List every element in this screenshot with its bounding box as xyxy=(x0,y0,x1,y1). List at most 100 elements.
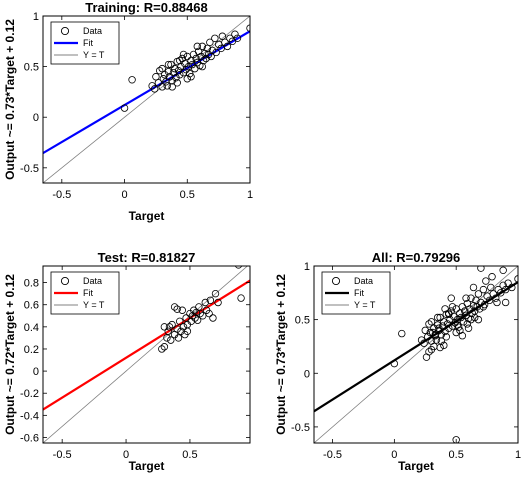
data-point xyxy=(499,281,507,290)
data-point xyxy=(198,62,207,71)
axes-frame xyxy=(42,15,251,184)
data-point xyxy=(190,306,198,314)
data-point xyxy=(223,42,232,51)
legend-label-identity: Y = T xyxy=(83,50,105,60)
data-point xyxy=(155,66,164,75)
y-tick-label: -0.5 xyxy=(291,422,310,434)
data-point xyxy=(150,85,159,93)
x-tick-label: -0.5 xyxy=(52,189,71,201)
x-tick-label: 1 xyxy=(515,449,521,461)
data-point xyxy=(152,73,160,81)
plot-content xyxy=(43,266,250,443)
plot-content xyxy=(314,266,518,443)
x-tick-label: -0.5 xyxy=(53,449,72,461)
data-point xyxy=(492,294,500,302)
data-point xyxy=(212,48,220,57)
data-point xyxy=(514,275,518,283)
data-point xyxy=(422,353,431,361)
data-point xyxy=(206,38,214,47)
y-tick-label: 0 xyxy=(304,368,310,380)
data-point xyxy=(193,316,202,324)
data-point xyxy=(211,34,219,42)
identity-line xyxy=(43,266,249,443)
legend-label-fit: Fit xyxy=(354,288,364,298)
legend-label-data: Data xyxy=(83,276,102,286)
data-point xyxy=(431,330,439,339)
data-point xyxy=(425,320,433,328)
data-point xyxy=(173,79,181,87)
data-point xyxy=(489,290,497,298)
data-point xyxy=(421,326,429,335)
x-axis-label: Target xyxy=(129,459,165,473)
legend-label-fit: Fit xyxy=(83,38,93,48)
y-tick-label: -0.2 xyxy=(20,388,39,400)
y-tick-label: 1 xyxy=(33,11,39,23)
data-point xyxy=(233,34,242,42)
data-point xyxy=(173,325,181,333)
data-point xyxy=(458,332,467,340)
data-point xyxy=(447,294,455,302)
data-point xyxy=(173,305,181,313)
data-point xyxy=(508,283,516,292)
data-point xyxy=(221,38,229,47)
data-point xyxy=(461,307,469,315)
data-point xyxy=(479,285,488,294)
plot-content xyxy=(43,16,250,183)
data-point xyxy=(445,310,453,318)
data-point xyxy=(237,294,245,302)
y-axis-label: Output ~= 0.72*Target + 0.12 xyxy=(3,274,17,435)
chart-panel-test: -0.5 0 0.5 -0.6 -0.4 -0.2 0 0.2 0.4 0.6 0.8 Test: R… xyxy=(3,250,251,473)
data-point xyxy=(206,296,215,304)
data-point xyxy=(158,64,166,73)
data-point xyxy=(464,324,473,332)
y-tick-label: 0 xyxy=(33,112,39,124)
data-point xyxy=(128,76,136,84)
data-point xyxy=(487,283,495,292)
data-point xyxy=(187,73,195,81)
data-point xyxy=(398,329,406,338)
data-point xyxy=(176,56,184,65)
data-point xyxy=(165,323,174,331)
y-tick-label: -0.5 xyxy=(20,163,39,175)
data-point xyxy=(214,298,222,307)
data-point xyxy=(493,298,501,307)
data-point xyxy=(479,303,488,311)
data-point xyxy=(432,336,441,344)
data-point xyxy=(467,315,475,324)
data-point xyxy=(480,300,489,309)
data-point xyxy=(209,314,217,322)
data-point xyxy=(463,320,472,328)
y-tick-label: 0.4 xyxy=(24,322,39,334)
x-tick-label: 0.5 xyxy=(449,449,464,461)
data-point xyxy=(154,79,163,87)
data-point xyxy=(179,50,188,59)
chart-title: Training: R=0.88468 xyxy=(85,0,207,15)
data-point xyxy=(208,46,217,55)
data-point xyxy=(231,30,239,38)
data-point xyxy=(440,341,448,350)
data-point xyxy=(433,321,442,329)
data-point xyxy=(443,320,452,328)
data-point xyxy=(442,333,450,341)
y-axis-label: Output ~= 0.73*Target + 0.12 xyxy=(3,19,17,180)
data-point xyxy=(188,60,196,69)
data-point xyxy=(199,312,207,320)
legend: Data Fit Y = T xyxy=(321,271,391,315)
data-point xyxy=(201,298,209,307)
axes-frame xyxy=(313,265,519,444)
data-point xyxy=(164,327,172,335)
data-point xyxy=(193,42,202,51)
data-point xyxy=(488,273,496,281)
data-point xyxy=(469,283,478,292)
x-tick-label: 0 xyxy=(123,449,129,461)
data-point xyxy=(427,318,436,326)
data-point xyxy=(426,328,434,337)
data-point xyxy=(420,339,428,347)
data-point xyxy=(202,54,210,63)
y-tick-label: 1 xyxy=(304,261,310,273)
data-point xyxy=(158,83,166,91)
data-point xyxy=(160,323,169,331)
data-point xyxy=(198,42,207,51)
data-point xyxy=(452,328,460,337)
